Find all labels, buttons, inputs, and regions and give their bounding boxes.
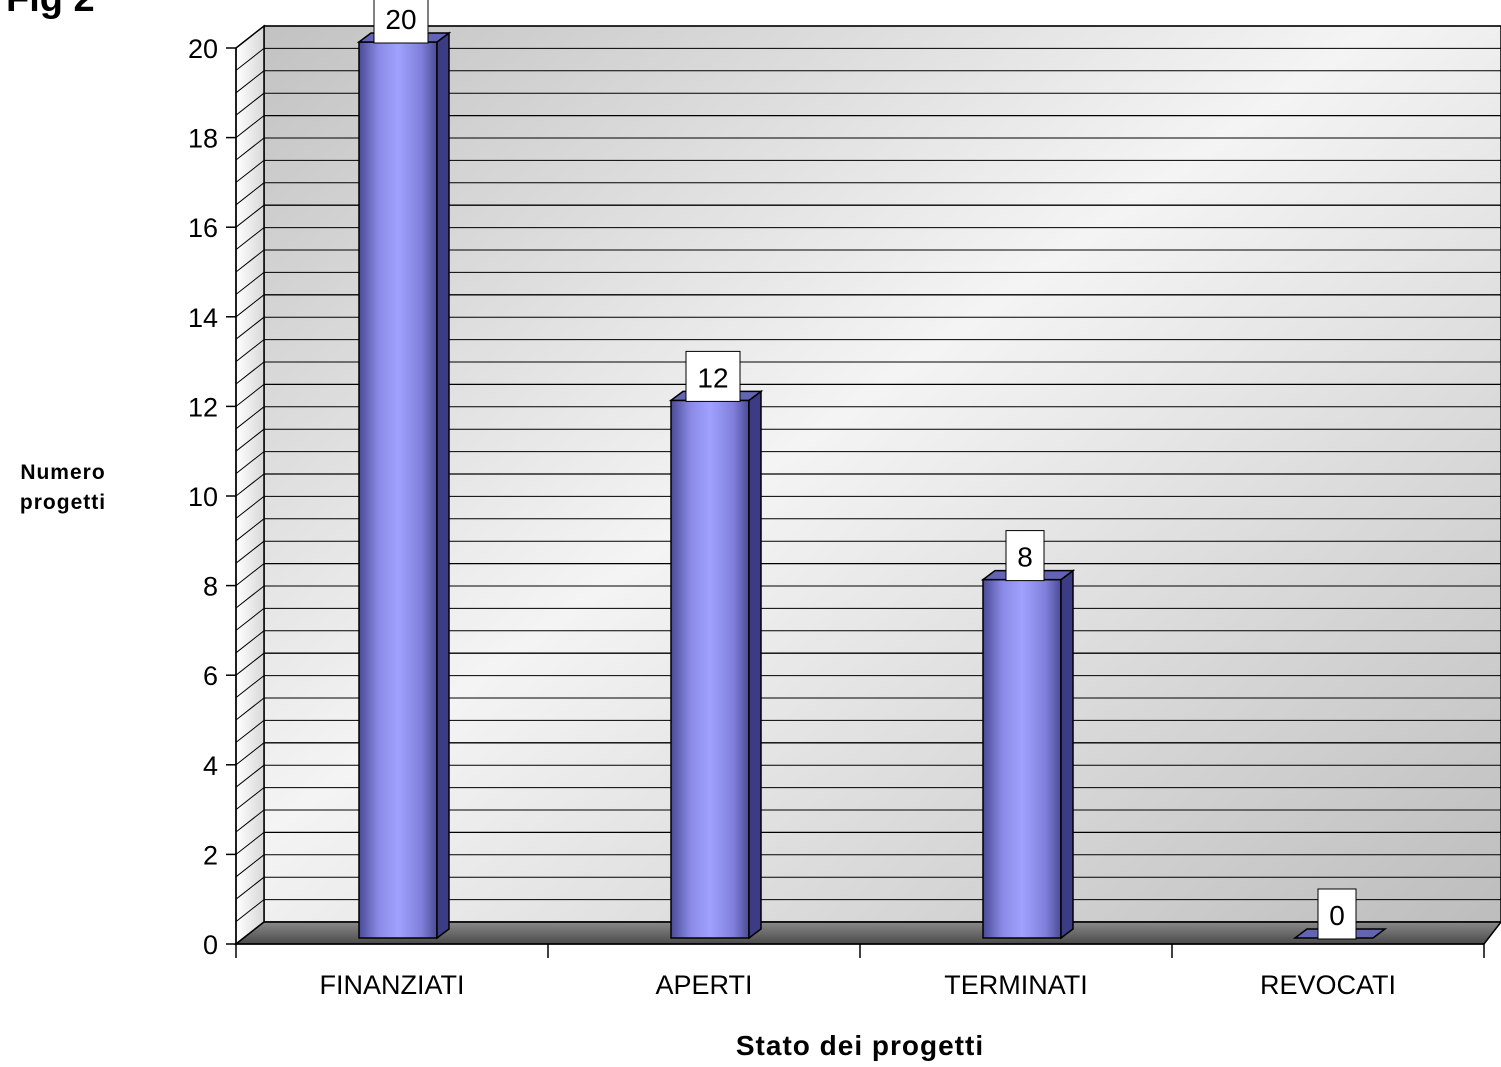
x-ticks: FINANZIATI APERTI TERMINATI REVOCATI bbox=[235, 944, 1485, 1000]
bar-front bbox=[358, 41, 438, 939]
y-tick-label: 20 bbox=[188, 34, 218, 64]
y-ticks: 0 2 4 6 8 10 12 14 16 18 20 bbox=[188, 34, 236, 960]
y-tick-label: 16 bbox=[188, 213, 218, 243]
bar-terminati bbox=[980, 569, 1076, 940]
y-tick-label: 8 bbox=[203, 572, 218, 602]
x-axis-label: Stato dei progetti bbox=[735, 1030, 985, 1061]
data-label-text: 0 bbox=[1329, 900, 1345, 931]
y-tick-label: 14 bbox=[188, 303, 218, 333]
y-tick-label: 18 bbox=[188, 124, 218, 154]
x-tick-label: TERMINATI bbox=[944, 970, 1088, 1000]
x-tick-label: APERTI bbox=[655, 970, 752, 1000]
data-label-text: 20 bbox=[385, 4, 416, 35]
y-tick-label: 0 bbox=[203, 930, 218, 960]
figure-label: Fig 2 bbox=[6, 0, 95, 21]
bar-side bbox=[1060, 569, 1074, 940]
bar-side bbox=[436, 31, 450, 940]
x-tick-label: FINANZIATI bbox=[320, 970, 465, 1000]
data-label-box bbox=[1005, 530, 1045, 582]
data-labels: 20 12 8 0 bbox=[373, 0, 1357, 940]
y-tick-label: 2 bbox=[203, 840, 218, 870]
bar-front bbox=[982, 578, 1062, 939]
bar-finanziati bbox=[356, 31, 452, 940]
data-label-finanziati: 20 bbox=[373, 0, 429, 44]
x-tick-label: REVOCATI bbox=[1260, 970, 1396, 1000]
data-label-aperti: 12 bbox=[685, 350, 741, 402]
data-label-terminati: 8 bbox=[1005, 530, 1045, 582]
y-tick-label: 12 bbox=[188, 392, 218, 422]
data-label-text: 8 bbox=[1017, 542, 1033, 573]
data-label-revocati: 0 bbox=[1317, 888, 1357, 940]
y-tick-label: 10 bbox=[188, 482, 218, 512]
data-label-box bbox=[1317, 888, 1357, 940]
y-axis-label: Numero progetti bbox=[19, 461, 107, 514]
y-tick-label: 6 bbox=[203, 661, 218, 691]
data-label-box bbox=[685, 350, 741, 402]
bar-side bbox=[748, 389, 762, 940]
y-tick-label: 4 bbox=[203, 751, 218, 781]
bar-aperti bbox=[668, 389, 764, 940]
gridlines bbox=[235, 25, 1501, 945]
bar-front bbox=[670, 399, 750, 939]
data-label-box bbox=[373, 0, 429, 44]
data-label-text: 12 bbox=[697, 362, 728, 393]
